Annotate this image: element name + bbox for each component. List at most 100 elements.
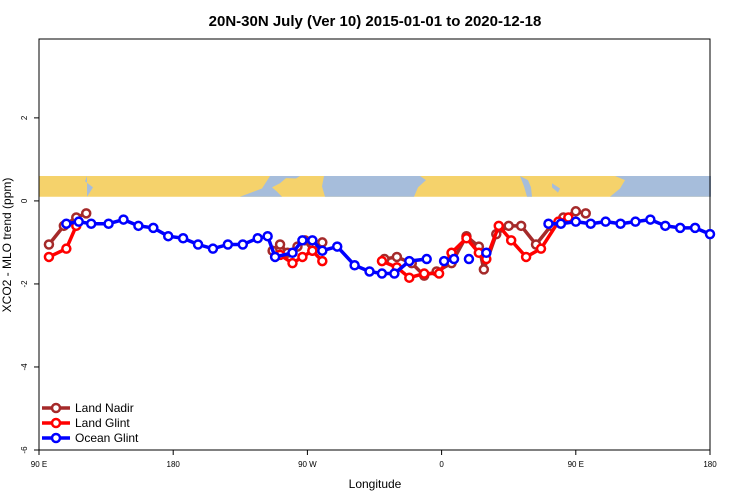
legend-label: Land Glint	[75, 416, 130, 430]
data-point	[287, 257, 298, 269]
data-point	[615, 218, 626, 229]
data-point	[418, 268, 430, 279]
data-point	[515, 220, 527, 232]
data-point	[448, 253, 460, 265]
data-point	[585, 218, 596, 229]
data-point	[331, 241, 343, 252]
data-point	[580, 208, 591, 219]
data-point	[674, 222, 686, 234]
data-point	[317, 245, 328, 256]
data-point	[463, 253, 475, 265]
map-ocean-region	[610, 176, 711, 197]
chart-title: 20N-30N July (Ver 10) 2015-01-01 to 2020…	[209, 13, 542, 30]
data-point	[162, 230, 174, 242]
series-layer	[43, 206, 716, 283]
world-map-strip	[39, 176, 711, 197]
data-point	[660, 220, 671, 232]
x-tick-label: 90 E	[568, 460, 584, 469]
data-point	[704, 228, 716, 240]
data-point	[85, 218, 97, 229]
data-point	[438, 255, 450, 267]
data-point	[376, 268, 388, 279]
legend-marker	[50, 402, 62, 414]
x-tick-label: 90 W	[298, 460, 317, 469]
data-point	[177, 233, 189, 244]
series-ocean-glint	[61, 214, 716, 279]
data-point	[61, 243, 72, 254]
data-point	[433, 268, 445, 279]
data-point	[297, 235, 308, 246]
data-point	[645, 214, 656, 225]
data-point	[570, 206, 582, 217]
x-axis: 90 E 180 90 W 0 90 E 180	[31, 450, 717, 469]
plot-frame	[38, 38, 711, 451]
data-point	[307, 235, 318, 246]
data-point	[297, 251, 308, 263]
legend-label: Ocean Glint	[75, 431, 139, 445]
data-point	[307, 245, 318, 256]
data-point	[148, 222, 159, 234]
map-ocean-region	[520, 176, 532, 197]
x-tick-label: 180	[167, 460, 181, 469]
series-land-glint	[43, 212, 574, 283]
y-axis: 2 0 -2 -4 -6	[20, 115, 39, 454]
data-point	[600, 216, 611, 227]
map-ocean-region	[552, 183, 560, 193]
data-point	[493, 220, 505, 232]
data-point	[61, 218, 72, 229]
data-point	[555, 218, 567, 229]
data-point	[269, 251, 281, 263]
data-point	[389, 268, 400, 279]
legend-marker	[50, 432, 62, 444]
data-point	[103, 218, 114, 229]
data-point	[391, 251, 403, 263]
data-point	[133, 220, 144, 232]
y-tick-label: 2	[20, 115, 29, 120]
data-point	[43, 239, 55, 250]
data-point	[689, 222, 701, 234]
legend-marker	[50, 417, 62, 429]
y-tick-label: -2	[20, 280, 29, 288]
data-point	[481, 247, 492, 259]
legend-label: Land Nadir	[75, 401, 134, 415]
x-tick-label: 90 E	[31, 460, 47, 469]
data-point	[503, 220, 514, 232]
data-point	[73, 216, 85, 227]
x-tick-label: 180	[703, 460, 717, 469]
y-tick-label: -4	[20, 363, 29, 371]
map-ocean-region	[322, 176, 426, 197]
y-tick-label: -6	[20, 446, 29, 454]
data-point	[404, 272, 415, 283]
data-point	[192, 239, 204, 250]
x-axis-label: Longitude	[349, 477, 402, 491]
data-point	[543, 218, 554, 229]
data-point	[478, 264, 490, 275]
data-point	[43, 251, 55, 263]
data-point	[274, 239, 286, 250]
data-point	[80, 208, 92, 219]
map-ocean-region	[240, 176, 300, 197]
data-point	[349, 260, 360, 271]
data-point	[222, 239, 234, 250]
data-point	[570, 216, 582, 227]
data-point	[461, 233, 472, 244]
data-point	[237, 239, 249, 250]
x-tick-label: 0	[439, 460, 444, 469]
data-point	[287, 247, 298, 259]
data-point	[505, 235, 517, 246]
y-tick-label: 0	[20, 198, 29, 203]
data-point	[630, 216, 641, 227]
data-point	[364, 266, 375, 277]
data-point	[376, 255, 388, 267]
map-ocean-region	[85, 176, 93, 197]
data-point	[520, 251, 532, 263]
data-point	[535, 243, 547, 254]
data-point	[262, 230, 273, 242]
data-point	[118, 214, 129, 225]
data-point	[317, 255, 328, 267]
data-point	[207, 243, 219, 254]
data-point	[404, 255, 415, 267]
data-point	[252, 233, 263, 244]
